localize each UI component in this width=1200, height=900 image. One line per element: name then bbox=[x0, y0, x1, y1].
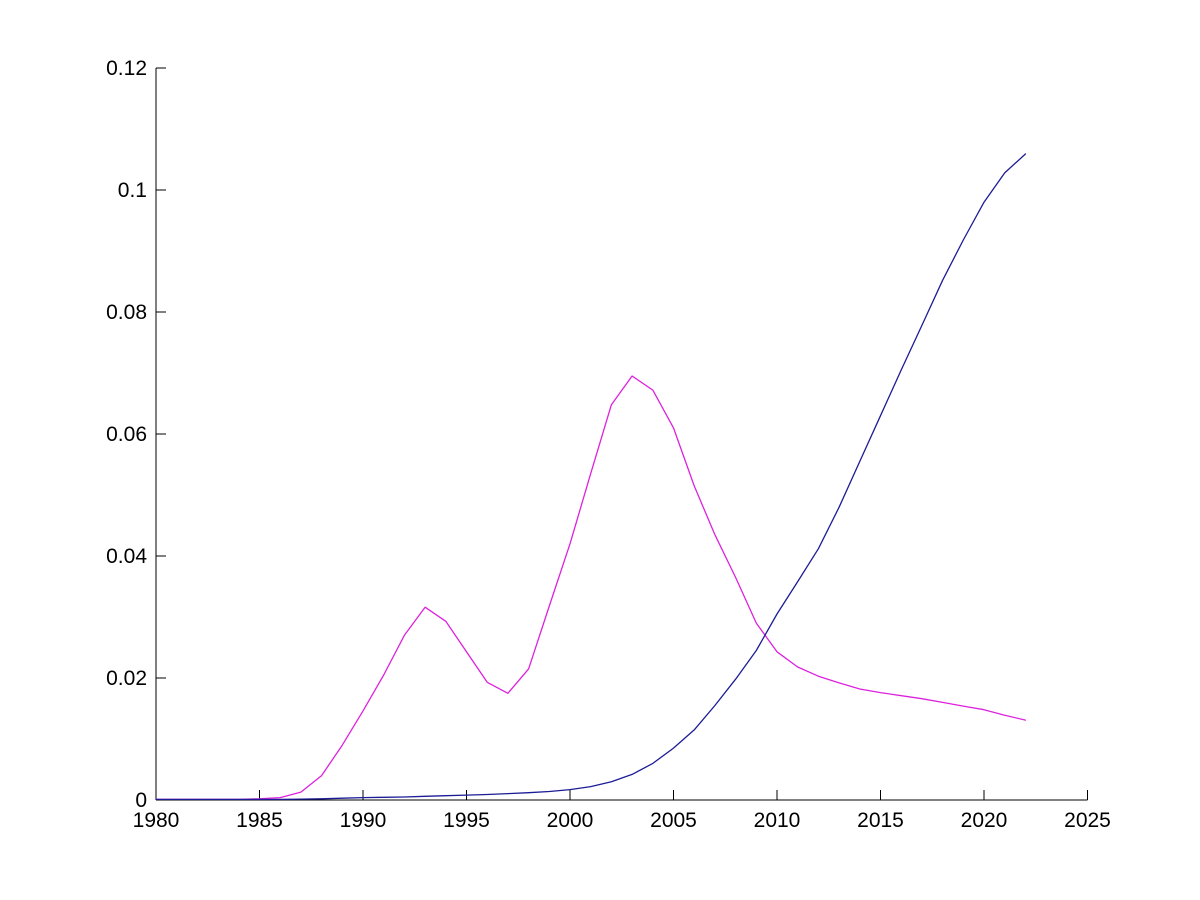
y-tick-label: 0.04 bbox=[106, 545, 147, 568]
x-tick-label: 1985 bbox=[236, 809, 283, 832]
x-tick-label: 2025 bbox=[1064, 809, 1111, 832]
x-tick-label: 2015 bbox=[857, 809, 904, 832]
x-tick-label: 2000 bbox=[547, 809, 594, 832]
navy-growth-series-line bbox=[155, 153, 1027, 801]
y-tick-label: 0.06 bbox=[106, 423, 147, 446]
x-tick-label: 2020 bbox=[961, 809, 1008, 832]
y-tick-label: 0.08 bbox=[106, 301, 147, 324]
y-tick-label: 0.12 bbox=[106, 57, 147, 80]
y-tick-label: 0.1 bbox=[118, 179, 147, 202]
x-tick-label: 1995 bbox=[443, 809, 490, 832]
x-tick-label: 2005 bbox=[650, 809, 697, 832]
y-tick-label: 0 bbox=[135, 789, 147, 812]
x-tick-label: 1990 bbox=[340, 809, 387, 832]
x-tick-label: 2010 bbox=[754, 809, 801, 832]
magenta-two-wave-series-line bbox=[155, 375, 1027, 801]
x-tick-label: 1980 bbox=[133, 809, 180, 832]
y-tick-label: 0.02 bbox=[106, 667, 147, 690]
